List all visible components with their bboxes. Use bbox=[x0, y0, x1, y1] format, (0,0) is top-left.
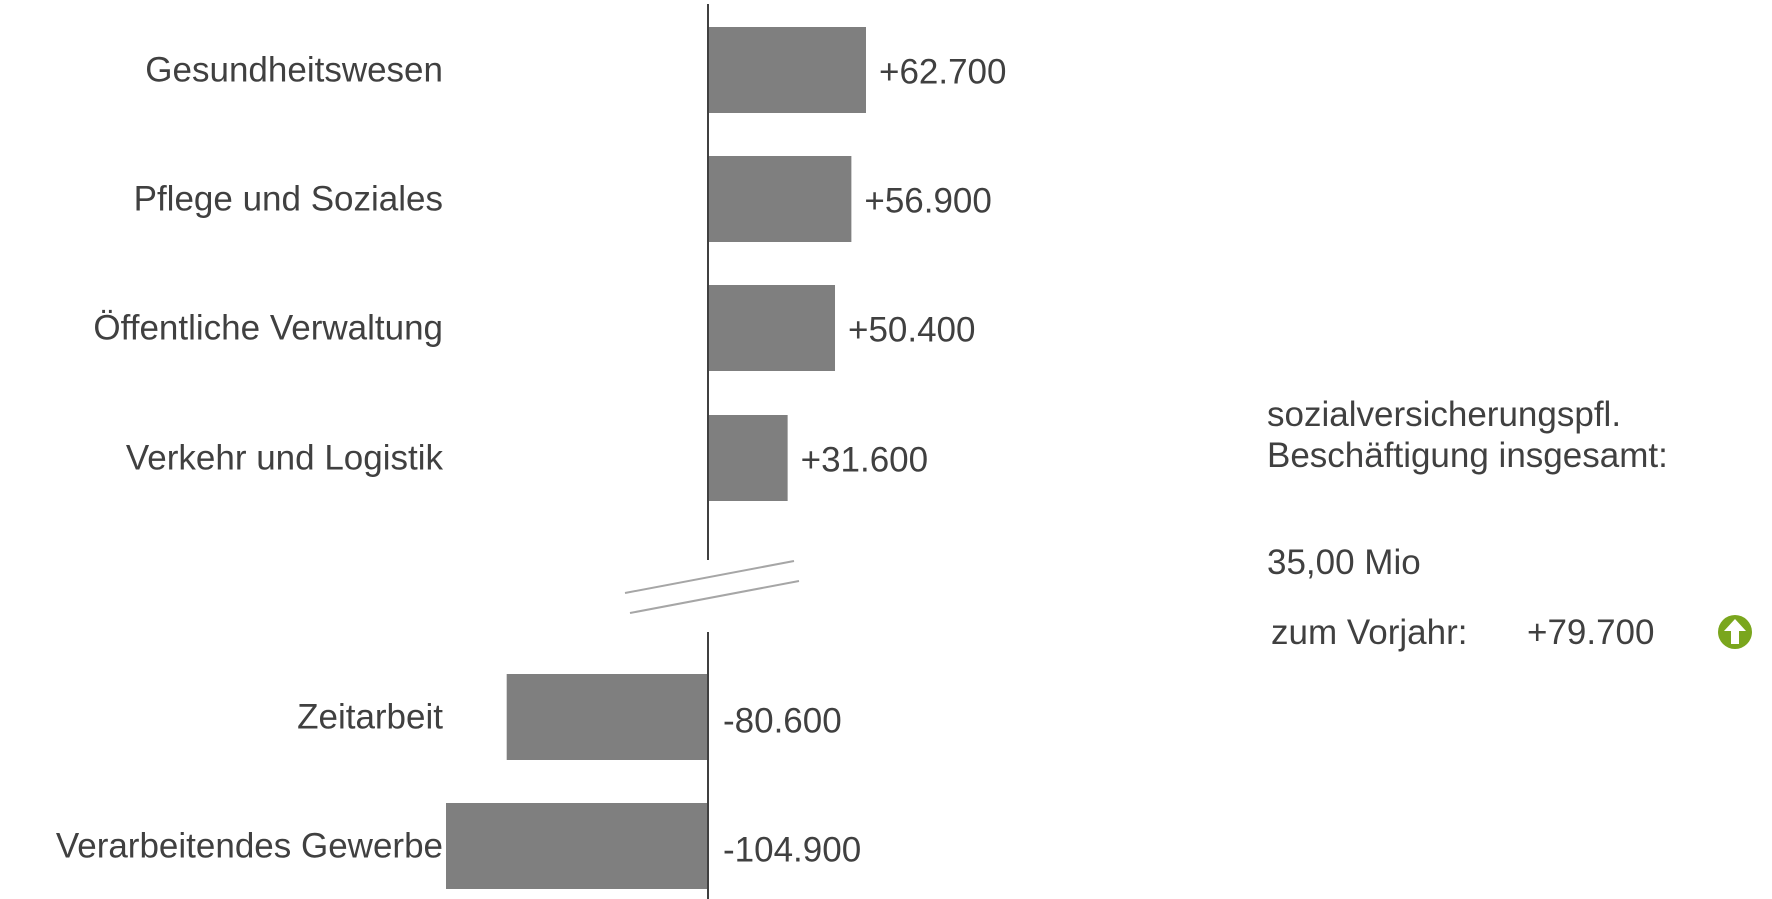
bar-2 bbox=[708, 285, 836, 371]
bar-1 bbox=[708, 156, 852, 242]
value-label-2: +50.400 bbox=[848, 311, 976, 350]
value-label-4: -80.600 bbox=[723, 702, 842, 741]
category-label-0: Gesundheitswesen bbox=[145, 51, 443, 90]
category-label-3: Verkehr und Logistik bbox=[126, 439, 444, 478]
summary-change-label: zum Vorjahr: bbox=[1271, 613, 1468, 652]
summary-change-value: +79.700 bbox=[1527, 613, 1655, 652]
bar-0 bbox=[708, 27, 866, 113]
axis-break-line-lower bbox=[629, 580, 800, 614]
bar-3 bbox=[708, 415, 788, 501]
category-label-4: Zeitarbeit bbox=[297, 698, 443, 737]
category-label-2: Öffentliche Verwaltung bbox=[93, 309, 443, 348]
bar-5 bbox=[446, 803, 708, 889]
axis-break-line-upper bbox=[624, 560, 795, 594]
value-label-3: +31.600 bbox=[801, 441, 929, 480]
summary-title: sozialversicherungspfl. Beschäftigung in… bbox=[1267, 395, 1668, 475]
bar-4 bbox=[506, 674, 708, 760]
category-label-5: Verarbeitendes Gewerbe bbox=[56, 827, 443, 866]
value-label-1: +56.900 bbox=[864, 182, 992, 221]
arrow-up-circle-icon bbox=[1718, 615, 1752, 649]
summary-total: 35,00 Mio bbox=[1267, 543, 1421, 582]
value-label-0: +62.700 bbox=[879, 53, 1007, 92]
category-label-1: Pflege und Soziales bbox=[134, 180, 443, 219]
value-label-5: -104.900 bbox=[723, 831, 861, 870]
